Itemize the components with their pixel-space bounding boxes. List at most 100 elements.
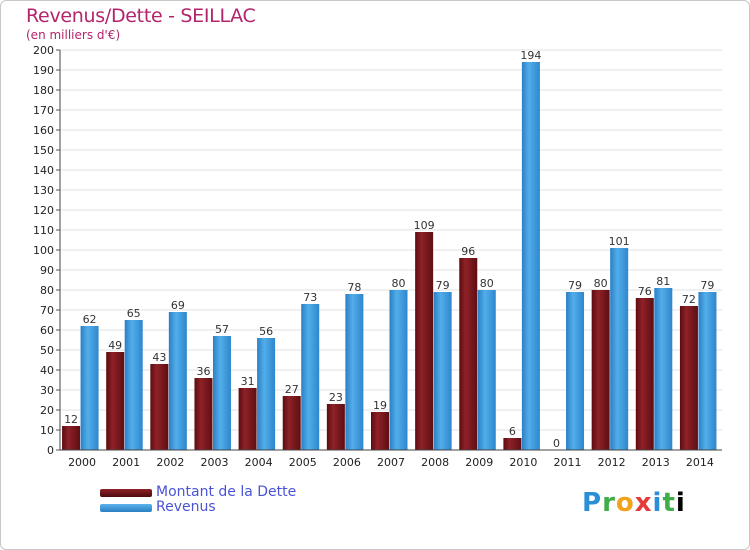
data-label-debt: 36: [196, 365, 210, 378]
data-label-revenue: 69: [171, 299, 185, 312]
y-tick-label: 150: [33, 144, 54, 157]
data-label-revenue: 81: [656, 275, 670, 288]
data-label-debt: 27: [285, 383, 299, 396]
data-label-debt: 76: [638, 285, 652, 298]
x-tick-label: 2003: [200, 456, 228, 469]
y-tick-label: 110: [33, 224, 54, 237]
legend-swatch-revenue: [100, 504, 152, 512]
data-label-debt: 0: [553, 437, 560, 450]
axis-lines: [59, 50, 722, 451]
x-tick-label: 2008: [421, 456, 449, 469]
y-tick-label: 100: [33, 244, 54, 257]
bar-debt: [503, 438, 522, 450]
bar-debt: [371, 412, 389, 450]
legend-swatch-debt: [100, 489, 152, 497]
bar-debt: [282, 396, 301, 450]
data-label-debt: 49: [108, 339, 122, 352]
data-label-debt: 43: [152, 351, 166, 364]
y-tick-label: 170: [33, 104, 54, 117]
data-label-revenue: 65: [127, 307, 141, 320]
data-label-debt: 6: [509, 425, 516, 438]
data-label-revenue: 80: [392, 277, 406, 290]
bar-revenue: [257, 338, 276, 450]
data-label-debt: 19: [373, 399, 387, 412]
y-tick-label: 20: [40, 404, 54, 417]
x-axis: 2000 2001 2002 2003 2004 2005 2006 2007 2008 2009…: [68, 456, 714, 469]
x-tick-label: 2004: [245, 456, 273, 469]
y-tick-label: 40: [40, 364, 54, 377]
data-label-revenue: 79: [436, 279, 450, 292]
bar-debt: [635, 298, 654, 450]
x-tick-label: 2002: [156, 456, 184, 469]
bar-revenue: [698, 292, 717, 450]
bar-revenue: [433, 292, 452, 450]
bar-revenue: [168, 312, 187, 450]
legend-label-debt: Montant de la Dette: [156, 484, 297, 500]
bar-debt: [238, 388, 257, 450]
x-tick-label: 2001: [112, 456, 140, 469]
bar-debt: [194, 378, 213, 450]
x-tick-label: 2014: [686, 456, 714, 469]
bar-revenue: [212, 336, 231, 450]
bar-revenue: [80, 326, 99, 450]
x-tick-label: 2007: [377, 456, 405, 469]
bar-debt: [150, 364, 169, 450]
data-label-debt: 72: [682, 293, 696, 306]
y-tick-label: 200: [33, 44, 54, 57]
data-label-debt: 96: [461, 245, 475, 258]
bar-debt: [326, 404, 345, 450]
x-tick-label: 2011: [554, 456, 582, 469]
bar-revenue: [477, 290, 496, 450]
chart-subtitle: (en milliers d'€): [26, 28, 121, 42]
bar-revenue: [124, 320, 143, 450]
chart-title: Revenus/Dette - SEILLAC: [26, 5, 256, 27]
data-label-revenue: 101: [609, 235, 630, 248]
data-label-revenue: 79: [568, 279, 582, 292]
y-tick-label: 80: [40, 284, 54, 297]
data-label-revenue: 57: [215, 323, 229, 336]
data-label-revenue: 80: [480, 277, 494, 290]
bar-revenue: [345, 294, 364, 450]
y-tick-label: 70: [40, 304, 54, 317]
data-label-debt: 109: [414, 219, 435, 232]
bar-debt: [591, 290, 610, 450]
bar-revenue: [301, 304, 320, 450]
data-label-debt: 23: [329, 391, 343, 404]
bar-debt: [62, 426, 81, 450]
y-tick-label: 120: [33, 204, 54, 217]
data-label-revenue: 73: [303, 291, 317, 304]
y-tick-label: 90: [40, 264, 54, 277]
data-label-revenue: 62: [83, 313, 97, 326]
y-tick-label: 30: [40, 384, 54, 397]
bar-revenue: [654, 288, 673, 450]
y-tick-label: 60: [40, 324, 54, 337]
x-tick-label: 2009: [465, 456, 493, 469]
x-tick-label: 2012: [598, 456, 626, 469]
y-tick-label: 180: [33, 84, 54, 97]
data-label-debt: 80: [594, 277, 608, 290]
bar-revenue: [521, 62, 540, 450]
y-tick-label: 50: [40, 344, 54, 357]
y-tick-label: 130: [33, 184, 54, 197]
data-label-revenue: 79: [700, 279, 714, 292]
data-label-revenue: 56: [259, 325, 273, 338]
data-label-debt: 31: [241, 375, 255, 388]
y-tick-label: 0: [47, 444, 54, 457]
data-label-revenue: 78: [347, 281, 361, 294]
y-tick-label: 160: [33, 124, 54, 137]
x-tick-label: 2005: [289, 456, 317, 469]
y-axis: 0 10 20 30 40 50 60 70 80 90 100 110 120 130 140 150 160…: [33, 44, 60, 457]
y-tick-label: 140: [33, 164, 54, 177]
x-tick-label: 2006: [333, 456, 361, 469]
bar-debt: [459, 258, 478, 450]
proxiti-logo: Proxiti: [582, 488, 686, 518]
bars: 12 62 49 65 43 69 36 57 31 56 27 73 23 78 19 80 109 79 96 8…: [62, 49, 717, 450]
x-tick-label: 2000: [68, 456, 96, 469]
y-tick-label: 190: [33, 64, 54, 77]
bar-revenue: [389, 290, 408, 450]
data-label-debt: 12: [64, 413, 78, 426]
legend-label-revenue: Revenus: [156, 499, 216, 515]
bar-debt: [106, 352, 125, 450]
x-tick-label: 2010: [509, 456, 537, 469]
